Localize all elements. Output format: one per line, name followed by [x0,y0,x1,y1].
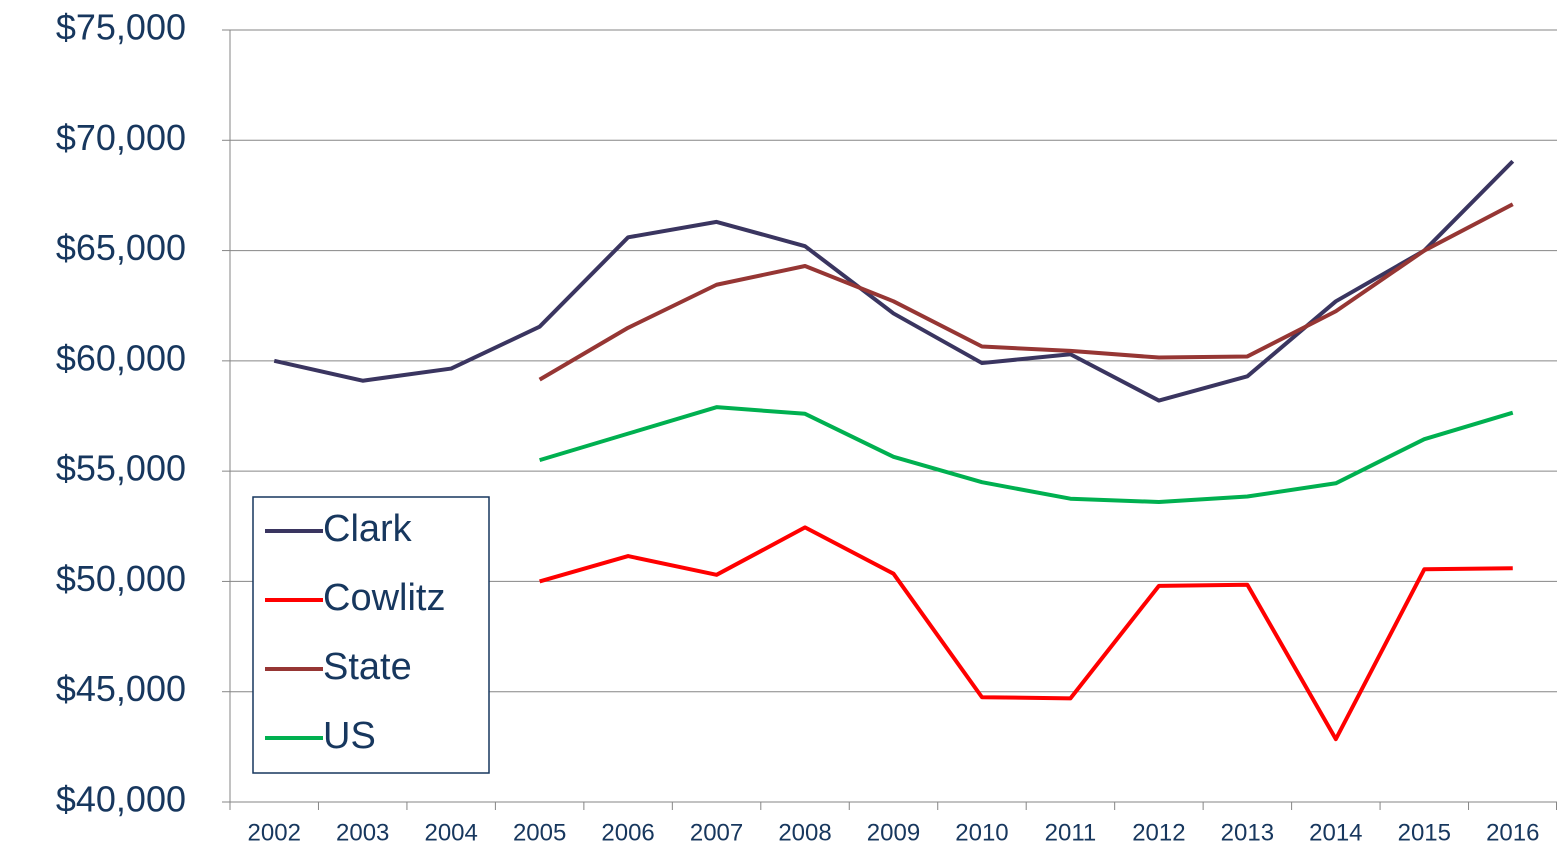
y-tick-label: $60,000 [56,337,186,378]
x-tick-label: 2009 [867,819,920,846]
x-tick-label: 2010 [955,819,1008,846]
y-tick-label: $75,000 [56,7,186,48]
legend-label: US [323,715,376,757]
y-tick-label: $50,000 [56,558,186,599]
series-line [538,202,1514,382]
x-tick-label: 2006 [601,819,654,846]
legend-label: State [323,646,412,688]
legend-label: Clark [323,508,413,550]
x-tick-label: 2014 [1309,819,1362,846]
x-tick-label: 2011 [1045,819,1097,846]
x-tick-label: 2003 [336,819,389,846]
legend-label: Cowlitz [323,577,445,619]
y-tick-label: $55,000 [56,448,186,489]
x-tick-label: 2015 [1398,819,1451,846]
series-line [539,405,1514,505]
x-tick-label: 2008 [778,819,831,846]
x-tick-label: 2007 [690,819,743,846]
series-line [273,159,1515,403]
x-tick-label: 2002 [248,819,301,846]
series-line [539,525,1513,742]
y-tick-label: $40,000 [56,779,186,820]
x-tick-label: 2012 [1132,819,1185,846]
x-tick-label: 2005 [513,819,566,846]
legend-box [252,496,490,774]
y-tick-label: $70,000 [56,117,186,158]
x-tick-label: 2004 [424,819,477,846]
x-tick-label: 2016 [1486,819,1539,846]
y-tick-label: $65,000 [56,227,186,268]
x-tick-label: 2013 [1221,819,1274,846]
y-tick-label: $45,000 [56,668,186,709]
